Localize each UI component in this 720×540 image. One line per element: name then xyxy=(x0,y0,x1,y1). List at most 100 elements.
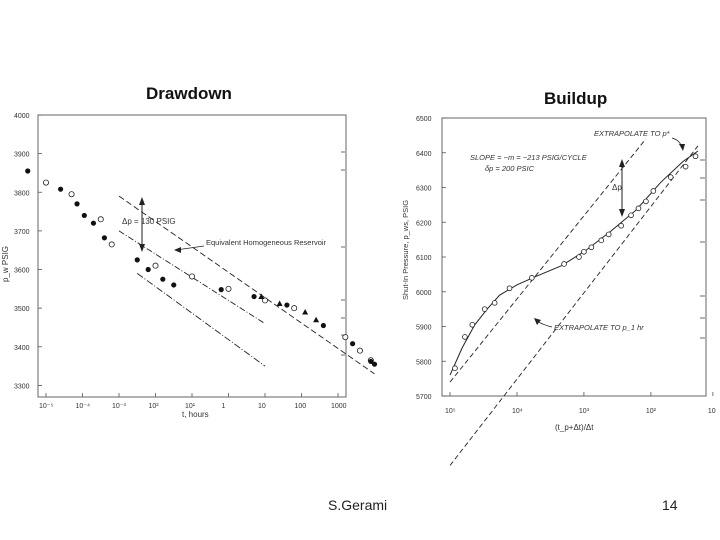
drawdown-point-filled xyxy=(160,276,166,282)
buildup-line-lower-dashed xyxy=(449,145,699,466)
arrow-down-icon xyxy=(679,144,685,151)
buildup-y-tick-label: 6300 xyxy=(416,186,432,193)
buildup-delta-mark: Δp xyxy=(612,183,622,192)
drawdown-plot-frame xyxy=(37,114,347,398)
buildup-line-upper-dashed xyxy=(449,138,647,383)
buildup-lines xyxy=(449,138,699,466)
buildup-y-tick-label: 6200 xyxy=(416,220,432,227)
drawdown-point-open xyxy=(68,191,75,198)
buildup-point xyxy=(469,321,476,328)
buildup-points xyxy=(452,153,699,372)
drawdown-x-tick-label: 10² xyxy=(149,403,160,410)
drawdown-x-tick-label: 10¹ xyxy=(185,403,196,410)
drawdown-y-tick-label: 3700 xyxy=(14,229,30,236)
buildup-side-dashes xyxy=(700,159,705,339)
drawdown-points xyxy=(25,168,378,367)
drawdown-line-dash-dot xyxy=(118,230,266,324)
buildup-point xyxy=(667,174,674,180)
arrow-down-icon xyxy=(619,209,625,217)
drawdown-y-tick-label: 3500 xyxy=(14,306,30,313)
buildup-point xyxy=(561,261,567,267)
drawdown-x-tick-label: 1 xyxy=(222,403,226,410)
buildup-x-tick-label: 10⁴ xyxy=(512,408,523,415)
drawdown-x-tick-label: 100 xyxy=(295,403,307,410)
drawdown-point-triangle xyxy=(302,309,309,315)
drawdown-side-dashes xyxy=(341,151,345,356)
buildup-x-tick-label: 10² xyxy=(646,408,657,415)
drawdown-line-lower xyxy=(136,273,266,367)
drawdown-point-open xyxy=(342,334,349,341)
drawdown-y-tick-label: 3300 xyxy=(14,383,30,390)
drawdown-point-filled xyxy=(371,361,378,367)
buildup-point xyxy=(506,285,513,292)
drawdown-point-filled xyxy=(350,341,356,347)
drawdown-point-triangle xyxy=(313,316,320,323)
buildup-point xyxy=(462,334,468,340)
buildup-point xyxy=(635,205,642,212)
drawdown-point-filled xyxy=(25,168,31,174)
buildup-point xyxy=(491,300,498,306)
drawdown-x-tick-label: 1000 xyxy=(331,403,347,410)
buildup-y-tick-label: 6400 xyxy=(416,151,432,158)
buildup-x-tick-label: 10⁵ xyxy=(445,408,456,415)
buildup-point xyxy=(605,231,612,238)
drawdown-point-filled xyxy=(81,212,87,219)
buildup-y-tick-label: 6500 xyxy=(416,116,432,123)
buildup-y-tick-label: 6000 xyxy=(416,290,432,297)
arrow-up-left-icon xyxy=(534,318,541,325)
extrapolate-bottom-label: EXTRAPOLATE TO p_1 hr xyxy=(554,323,644,332)
drawdown-point-open xyxy=(188,273,195,280)
drawdown-point-triangle xyxy=(258,293,265,300)
drawdown-y-tick-label: 3600 xyxy=(14,268,30,275)
buildup-point xyxy=(481,306,488,312)
buildup-y-tick-label: 5700 xyxy=(416,394,432,401)
drawdown-point-filled xyxy=(134,257,140,263)
drawdown-point-filled xyxy=(101,235,107,241)
drawdown-y-tick-label: 3900 xyxy=(14,152,30,159)
buildup-x-tick-label: 10³ xyxy=(579,408,590,415)
buildup-point xyxy=(643,198,649,205)
buildup-point xyxy=(452,365,458,372)
drawdown-point-open xyxy=(43,179,50,186)
drawdown-point-filled xyxy=(251,293,257,300)
drawdown-point-filled xyxy=(368,358,374,365)
buildup-point xyxy=(581,248,587,255)
drawdown-point-filled xyxy=(90,220,97,226)
drawdown-point-open xyxy=(97,216,104,223)
drawdown-delta-label: Δp = 130 PSIG xyxy=(122,217,176,226)
drawdown-point-filled xyxy=(284,302,290,308)
buildup-point xyxy=(598,237,605,244)
buildup-y-tick-label: 5900 xyxy=(416,325,432,332)
buildup-x-axis: 10⁵ 10⁴ 10³ 10² 10 xyxy=(445,392,716,415)
drawdown-point-open xyxy=(291,305,298,312)
buildup-curve xyxy=(449,150,699,376)
extrapolate-top-label: EXTRAPOLATE TO p* xyxy=(594,129,671,138)
arrow-down-icon xyxy=(139,244,145,252)
drawdown-point-filled xyxy=(74,201,80,207)
drawdown-point-filled xyxy=(218,287,224,293)
buildup-point xyxy=(628,212,634,219)
buildup-y-tick-label: 5800 xyxy=(416,359,432,366)
drawdown-title: Drawdown xyxy=(146,84,232,103)
drawdown-point-open xyxy=(225,285,232,292)
buildup-y-axis: 6500 6400 6300 6200 6100 6000 5900 5800 5700 xyxy=(416,116,446,401)
slope-label: SLOPE = −m = −213 PSIG/CYCLE xyxy=(470,153,588,162)
drawdown-lines xyxy=(118,195,375,375)
drawdown-point-triangle xyxy=(276,300,283,307)
drawdown-y-tick-label: 3400 xyxy=(14,345,30,352)
drawdown-point-filled xyxy=(145,266,151,273)
drawdown-x-tick-label: 10 xyxy=(258,403,266,410)
drawdown-y-tick-label: 3800 xyxy=(14,190,30,197)
drawdown-point-filled xyxy=(320,322,326,329)
drawdown-y-axis: 4000 3900 3800 3700 3600 3500 3400 3300 xyxy=(14,113,42,390)
buildup-chart: 6500 6400 6300 6200 6100 6000 5900 5800 5700 10⁵… xyxy=(401,116,716,466)
delta-p-annotation: δp = 200 PSIC xyxy=(485,164,535,173)
buildup-x-axis-label: (t_p+Δt)/Δt xyxy=(555,423,594,432)
buildup-x-tick-label: 10 xyxy=(708,408,716,415)
drawdown-point-open xyxy=(261,297,268,304)
drawdown-line-upper xyxy=(118,195,375,375)
arrow-up-icon xyxy=(139,197,145,205)
footer-author: S.Gerami xyxy=(328,497,388,513)
drawdown-point-open xyxy=(108,241,115,248)
